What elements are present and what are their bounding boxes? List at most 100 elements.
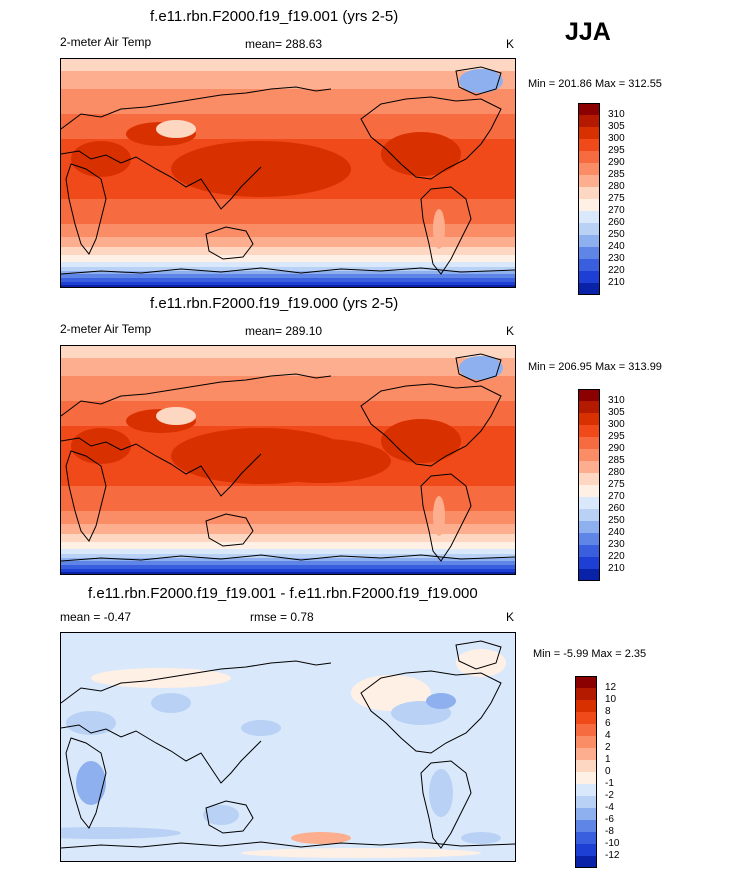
colorbar-tick-label: 12 <box>605 682 617 693</box>
colorbar-tick-label: 220 <box>608 265 625 276</box>
colorbar-swatch <box>578 461 600 473</box>
colorbar-swatch <box>575 808 597 820</box>
colorbar-swatch <box>578 545 600 557</box>
colorbar-tick-label: 290 <box>608 443 625 454</box>
colorbar-swatch <box>578 557 600 569</box>
colorbar-swatch <box>578 437 600 449</box>
colorbar-swatch <box>578 223 600 235</box>
colorbar-swatch <box>578 449 600 461</box>
panel2-mean-label: mean= 289.10 <box>245 324 323 338</box>
temperature-field <box>61 633 515 861</box>
colorbar-swatch <box>578 497 600 509</box>
panel1-variable-label: 2-meter Air Temp <box>60 35 152 49</box>
panel2-title: f.e11.rbn.F2000.f19_f19.000 (yrs 2-5) <box>150 295 399 312</box>
colorbar-swatch <box>578 509 600 521</box>
panel1-title: f.e11.rbn.F2000.f19_f19.001 (yrs 2-5) <box>150 8 399 25</box>
colorbar-tick-label: 260 <box>608 217 625 228</box>
colorbar-tick-label: 295 <box>608 431 625 442</box>
colorbar-tick-label: 270 <box>608 491 625 502</box>
colorbar-tick-label: 275 <box>608 193 625 204</box>
colorbar-swatch <box>575 844 597 856</box>
colorbar-swatch <box>575 772 597 784</box>
panel3-mean-label: mean = -0.47 <box>60 610 132 624</box>
colorbar-tick-label: 240 <box>608 241 625 252</box>
panel2-minmax: Min = 206.95 Max = 313.99 <box>528 361 662 373</box>
coastline-outline <box>61 66 515 275</box>
panel1-minmax: Min = 201.86 Max = 312.55 <box>528 78 662 90</box>
colorbar-tick-label: 8 <box>605 706 611 717</box>
colorbar-tick-label: 310 <box>608 109 625 120</box>
colorbar-swatch <box>578 401 600 413</box>
colorbar-swatch <box>578 389 600 401</box>
colorbar-tick-label: -8 <box>605 826 614 837</box>
colorbar-swatch <box>578 485 600 497</box>
colorbar-swatch <box>575 700 597 712</box>
coastline-outline <box>61 640 515 849</box>
temperature-field <box>61 346 515 574</box>
colorbar-swatch <box>578 175 600 187</box>
panel3-map <box>60 632 516 862</box>
colorbar-swatch <box>578 211 600 223</box>
colorbar-swatch <box>578 521 600 533</box>
panel2-units: K <box>506 324 515 338</box>
colorbar-swatch <box>578 115 600 127</box>
colorbar-tick-label: -12 <box>605 850 620 861</box>
season-label: JJA <box>565 18 611 46</box>
colorbar-swatch <box>575 856 597 868</box>
colorbar-tick-label: 310 <box>608 395 625 406</box>
colorbar-tick-label: 4 <box>605 730 611 741</box>
panel3-rmse-label: rmse = 0.78 <box>250 610 314 624</box>
colorbar-tick-label: 275 <box>608 479 625 490</box>
panel1-map <box>60 58 516 288</box>
colorbar-swatch <box>578 473 600 485</box>
colorbar-tick-label: 220 <box>608 551 625 562</box>
panel1-units: K <box>506 37 515 51</box>
temperature-field <box>61 59 515 287</box>
colorbar-swatch <box>575 820 597 832</box>
colorbar-swatch <box>575 784 597 796</box>
colorbar-swatch <box>578 151 600 163</box>
colorbar-tick-label: 230 <box>608 539 625 550</box>
colorbar-swatch <box>575 676 597 688</box>
colorbar-swatch <box>578 271 600 283</box>
colorbar-tick-label: 285 <box>608 169 625 180</box>
panel2-variable-label: 2-meter Air Temp <box>60 322 152 336</box>
colorbar-swatch <box>575 712 597 724</box>
colorbar-swatch <box>575 688 597 700</box>
colorbar-tick-label: 295 <box>608 145 625 156</box>
panel3-minmax: Min = -5.99 Max = 2.35 <box>533 648 647 660</box>
colorbar-tick-label: -1 <box>605 778 614 789</box>
colorbar-tick-label: 1 <box>605 754 611 765</box>
panel2-map <box>60 345 516 575</box>
colorbar-swatch <box>575 796 597 808</box>
colorbar-swatch <box>578 533 600 545</box>
colorbar-tick-label: 305 <box>608 121 625 132</box>
colorbar-tick-label: 280 <box>608 181 625 192</box>
colorbar-swatch <box>578 259 600 271</box>
colorbar-tick-label: 10 <box>605 694 617 705</box>
colorbar-tick-label: 305 <box>608 407 625 418</box>
colorbar-tick-label: -6 <box>605 814 614 825</box>
colorbar-swatch <box>575 760 597 772</box>
colorbar-swatch <box>575 724 597 736</box>
colorbar-tick-label: 230 <box>608 253 625 264</box>
colorbar-tick-label: -2 <box>605 790 614 801</box>
colorbar-swatch <box>578 199 600 211</box>
colorbar-tick-label: 290 <box>608 157 625 168</box>
colorbar-tick-label: -4 <box>605 802 614 813</box>
panel3-units: K <box>506 610 515 624</box>
colorbar-tick-label: 260 <box>608 503 625 514</box>
colorbar-swatch <box>575 748 597 760</box>
colorbar-swatch <box>578 413 600 425</box>
colorbar-swatch <box>578 139 600 151</box>
colorbar-swatch <box>578 127 600 139</box>
colorbar-tick-label: 240 <box>608 527 625 538</box>
colorbar-tick-label: 280 <box>608 467 625 478</box>
colorbar-swatch <box>578 187 600 199</box>
coastline-outline <box>61 353 515 562</box>
panel1-mean-label: mean= 288.63 <box>245 37 323 51</box>
colorbar-tick-label: -10 <box>605 838 620 849</box>
colorbar-swatch <box>578 103 600 115</box>
colorbar-tick-label: 0 <box>605 766 611 777</box>
colorbar-swatch <box>575 832 597 844</box>
